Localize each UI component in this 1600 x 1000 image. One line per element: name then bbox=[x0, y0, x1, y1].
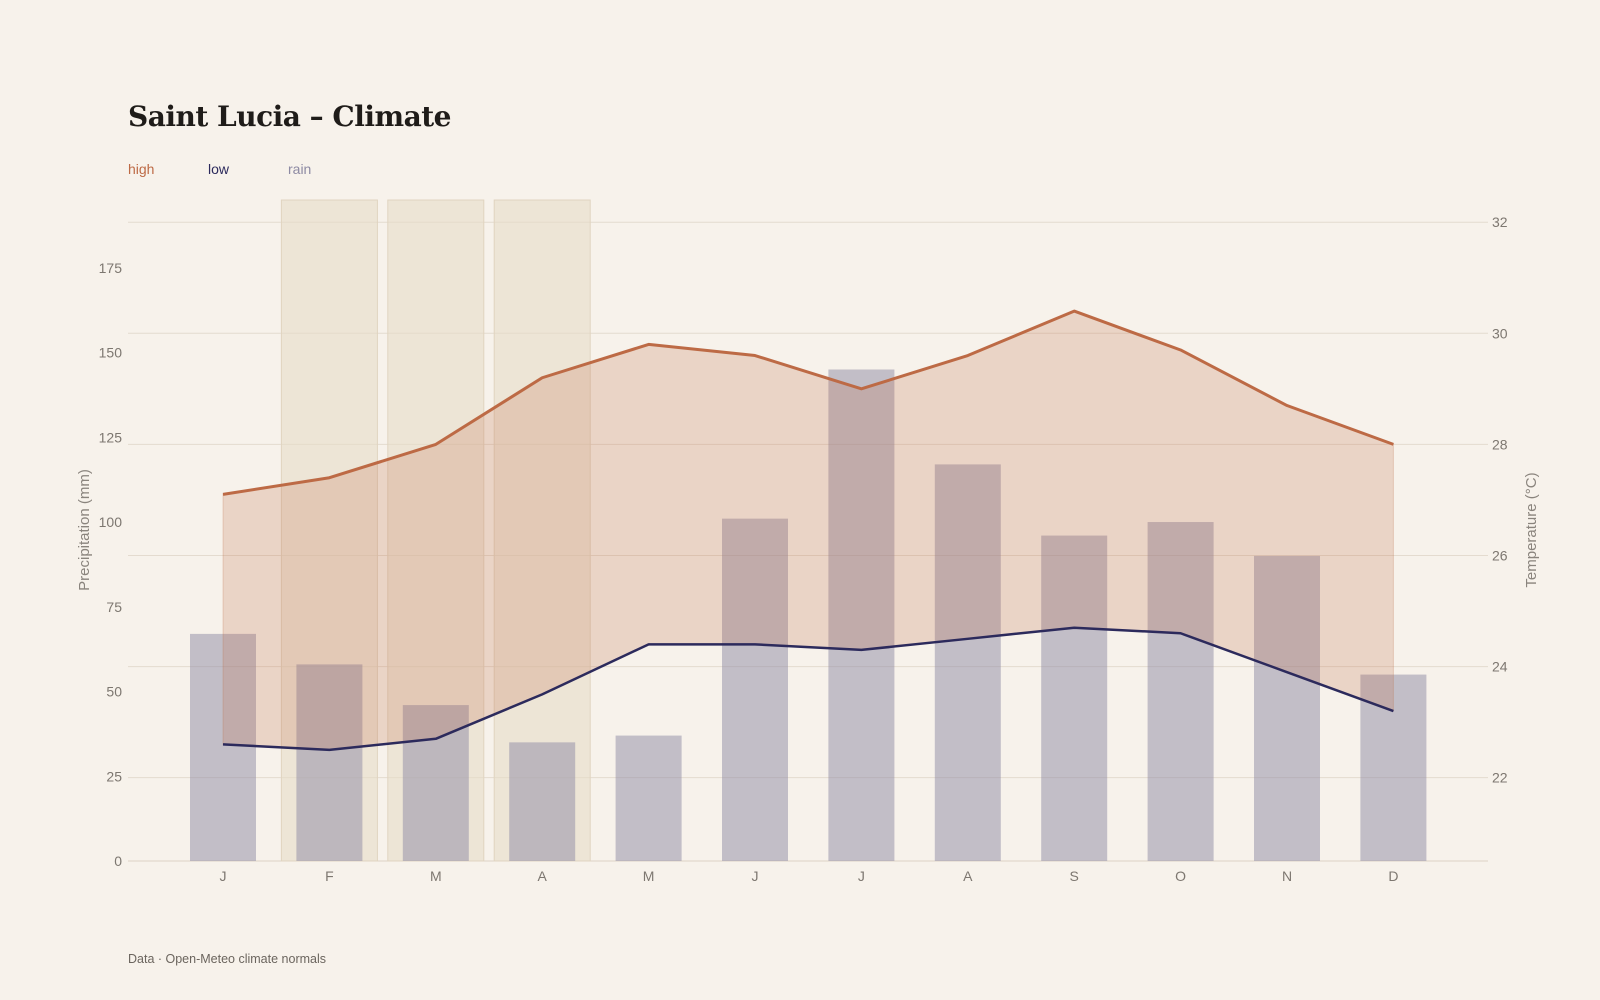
legend-item-rain: rain bbox=[288, 161, 312, 177]
source-note: Data · Open-Meteo climate normals bbox=[128, 952, 326, 966]
x-tick-label: N bbox=[1282, 868, 1292, 884]
x-tick-label: J bbox=[220, 868, 227, 884]
y-right-tick-label: 24 bbox=[1492, 659, 1508, 675]
x-tick-label: S bbox=[1070, 868, 1079, 884]
rain-bar bbox=[828, 369, 895, 861]
y-left-tick-label: 50 bbox=[106, 684, 122, 700]
y-left-tick-label: 0 bbox=[114, 853, 122, 869]
rain-bar bbox=[615, 735, 682, 861]
high-temperature-line bbox=[222, 309, 1394, 496]
legend-item-low: low bbox=[208, 161, 230, 177]
x-tick-label: M bbox=[643, 868, 655, 884]
y-left-tick-label: 100 bbox=[99, 514, 123, 530]
axis-ticks: 0 25 50 75 100 125 150 175 22 24 26 28 30 32 J F M A M J J A S… bbox=[99, 214, 1508, 884]
y-left-tick-label: 75 bbox=[106, 599, 122, 615]
rain-bar bbox=[1360, 674, 1427, 861]
chart-title: Saint Lucia – Climate bbox=[128, 100, 451, 133]
y-left-tick-label: 125 bbox=[99, 429, 123, 445]
rain-bar bbox=[1147, 522, 1214, 861]
x-tick-label: J bbox=[858, 868, 865, 884]
x-tick-label: F bbox=[325, 868, 334, 884]
x-tick-label: O bbox=[1175, 868, 1186, 884]
x-tick-label: J bbox=[752, 868, 759, 884]
y-right-tick-label: 26 bbox=[1492, 547, 1508, 563]
y-right-tick-label: 32 bbox=[1492, 214, 1508, 230]
y-right-tick-label: 30 bbox=[1492, 325, 1508, 341]
x-tick-label: A bbox=[963, 868, 973, 884]
rain-bar bbox=[722, 518, 788, 861]
x-tick-label: D bbox=[1388, 868, 1398, 884]
temperature-lines bbox=[222, 309, 1394, 752]
y-right-tick-label: 22 bbox=[1492, 770, 1508, 786]
x-tick-label: A bbox=[538, 868, 548, 884]
low-temperature-line bbox=[222, 626, 1394, 752]
rain-bar bbox=[296, 664, 363, 861]
y-left-tick-label: 25 bbox=[106, 768, 122, 784]
rain-bar bbox=[1254, 555, 1320, 861]
y-right-tick-label: 28 bbox=[1492, 436, 1508, 452]
legend-item-high: high bbox=[128, 161, 155, 177]
rain-bar bbox=[509, 742, 576, 861]
y-axis-right-label: Temperature (°C) bbox=[1523, 472, 1540, 587]
y-left-tick-label: 150 bbox=[99, 345, 123, 361]
x-tick-label: M bbox=[430, 868, 442, 884]
rain-bar bbox=[934, 464, 1001, 861]
rain-bar bbox=[402, 705, 469, 861]
rain-bar bbox=[190, 633, 256, 861]
rain-bars bbox=[190, 369, 1427, 861]
rain-bar bbox=[1041, 535, 1108, 861]
y-axis-left-label: Precipitation (mm) bbox=[76, 469, 93, 591]
y-left-tick-label: 175 bbox=[99, 260, 123, 276]
